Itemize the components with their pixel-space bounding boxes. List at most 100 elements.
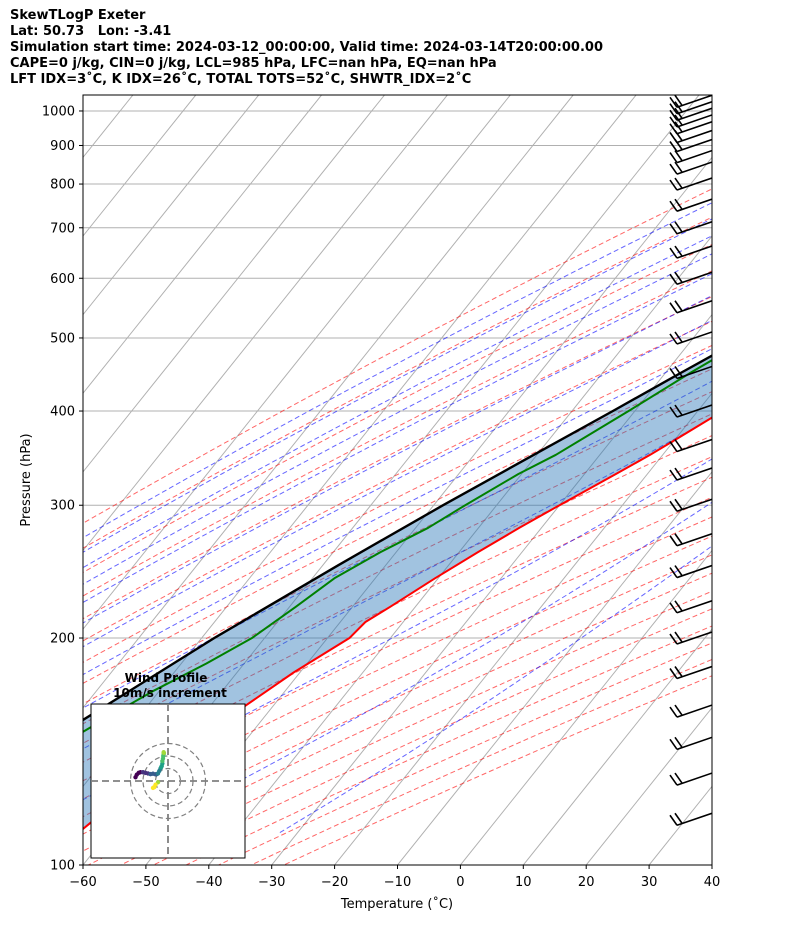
wind-barb xyxy=(669,107,712,122)
dry-adiabat xyxy=(83,391,712,705)
dry-adiabat xyxy=(87,572,712,865)
mixing-ratio-line xyxy=(785,80,794,278)
moist-adiabat xyxy=(83,458,712,801)
wind-barb xyxy=(669,177,712,191)
dry-adiabat xyxy=(83,476,712,782)
x-tick-label: 40 xyxy=(704,875,721,890)
dry-adiabat xyxy=(83,344,712,663)
wind-barb xyxy=(669,221,712,235)
pressure-gridlines xyxy=(83,110,712,865)
hodograph-point xyxy=(150,785,156,791)
isotherm xyxy=(83,95,260,316)
x-tick-label: −10 xyxy=(384,875,411,890)
isotherm xyxy=(648,785,712,865)
x-tick-label: −60 xyxy=(69,875,96,890)
header-line-title: SkewTLogP Exeter xyxy=(10,8,146,23)
dry-adiabat xyxy=(217,642,712,865)
dry-adiabat xyxy=(83,188,712,524)
wind-barb xyxy=(669,467,712,481)
wind-barb xyxy=(669,704,712,718)
chart-header: SkewTLogP Exeter Lat: 50.73 Lon: -3.41 S… xyxy=(10,8,603,88)
wind-barbs xyxy=(669,95,712,826)
profile-lines xyxy=(83,354,712,831)
wind-barb xyxy=(669,772,712,786)
x-tick-label: 20 xyxy=(578,875,595,890)
isotherm xyxy=(0,80,19,882)
wind-barb xyxy=(669,138,712,153)
wind-barb xyxy=(669,161,712,175)
hodograph-plot xyxy=(91,704,245,858)
wind-barb xyxy=(669,331,712,345)
moist-adiabat xyxy=(83,202,712,539)
x-tick-label: 30 xyxy=(641,875,658,890)
wind-barb xyxy=(669,736,712,751)
isotherm xyxy=(83,95,386,473)
dry-adiabat xyxy=(83,368,712,684)
dewpoint-line xyxy=(83,359,712,733)
moist-adiabats xyxy=(83,202,712,835)
wind-barb xyxy=(669,271,712,286)
dry-adiabat xyxy=(119,590,712,865)
x-tick-label: −20 xyxy=(321,875,348,890)
mixing-ratio-line xyxy=(723,80,794,278)
hodograph-inset: Wind Profile 10m/s increment xyxy=(90,671,246,859)
header-line-indices: LFT IDX=3˚C, K IDX=26˚C, TOTAL TOTS=52˚C… xyxy=(10,72,472,87)
mixing-ratio-lines xyxy=(723,80,794,278)
wind-barb xyxy=(669,95,712,109)
isotherm xyxy=(0,80,82,882)
moist-adiabat xyxy=(83,253,712,585)
y-tick-label: 900 xyxy=(50,139,75,154)
wind-barb xyxy=(669,114,712,128)
dry-adiabat xyxy=(83,535,712,835)
isotherm xyxy=(83,95,197,237)
x-tick-label: −30 xyxy=(258,875,285,890)
isotherm xyxy=(83,95,449,552)
wind-barb xyxy=(669,532,712,547)
wind-barb xyxy=(669,299,712,314)
dry-adiabat xyxy=(282,675,712,865)
wind-barb xyxy=(669,564,712,579)
moist-adiabat xyxy=(83,295,712,624)
wind-barb xyxy=(669,149,712,164)
y-tick-label: 300 xyxy=(50,499,75,514)
wind-barb xyxy=(669,438,712,453)
isotherm xyxy=(459,549,712,865)
isotherm xyxy=(333,392,712,865)
dry-adiabat xyxy=(83,216,712,549)
wind-barb xyxy=(669,100,712,115)
y-tick-label: 500 xyxy=(50,331,75,346)
header-line-cape: CAPE=0 j/kg, CIN=0 j/kg, LCL=985 hPa, LF… xyxy=(10,56,497,71)
wind-barb xyxy=(669,812,712,826)
isotherm xyxy=(271,313,712,865)
isotherm xyxy=(208,235,712,865)
wind-barb xyxy=(669,631,712,645)
y-axis-title: Pressure (hPa) xyxy=(19,433,34,526)
isotherm xyxy=(522,628,712,865)
moist-adiabat xyxy=(83,319,712,648)
wind-barb xyxy=(669,665,712,680)
wind-barb xyxy=(669,600,712,614)
hodograph-point xyxy=(161,750,166,755)
y-tick-label: 700 xyxy=(50,221,75,236)
temperature-line xyxy=(83,416,712,831)
moist-adiabat xyxy=(83,417,712,750)
x-axis-title: Temperature (˚C) xyxy=(340,896,453,912)
x-tick-label: 0 xyxy=(456,875,464,890)
moist-adiabat xyxy=(139,501,712,835)
stability-fill xyxy=(83,355,712,829)
isotherm xyxy=(83,95,574,709)
y-tick-label: 1000 xyxy=(42,104,75,119)
parcel-path-line xyxy=(83,354,712,722)
moist-adiabat xyxy=(83,218,712,553)
x-tick-label: −50 xyxy=(132,875,159,890)
header-line-location: Lat: 50.73 Lon: -3.41 xyxy=(10,24,172,39)
hodograph-title: Wind Profile xyxy=(125,671,208,685)
y-tick-label: 200 xyxy=(50,632,75,647)
hodograph-subtitle: 10m/s increment xyxy=(113,686,227,700)
moist-adiabat xyxy=(83,235,712,569)
header-line-times: Simulation start time: 2024-03-12_00:00:… xyxy=(10,40,603,55)
y-tick-label: 800 xyxy=(50,178,75,193)
wind-barb xyxy=(669,404,712,418)
